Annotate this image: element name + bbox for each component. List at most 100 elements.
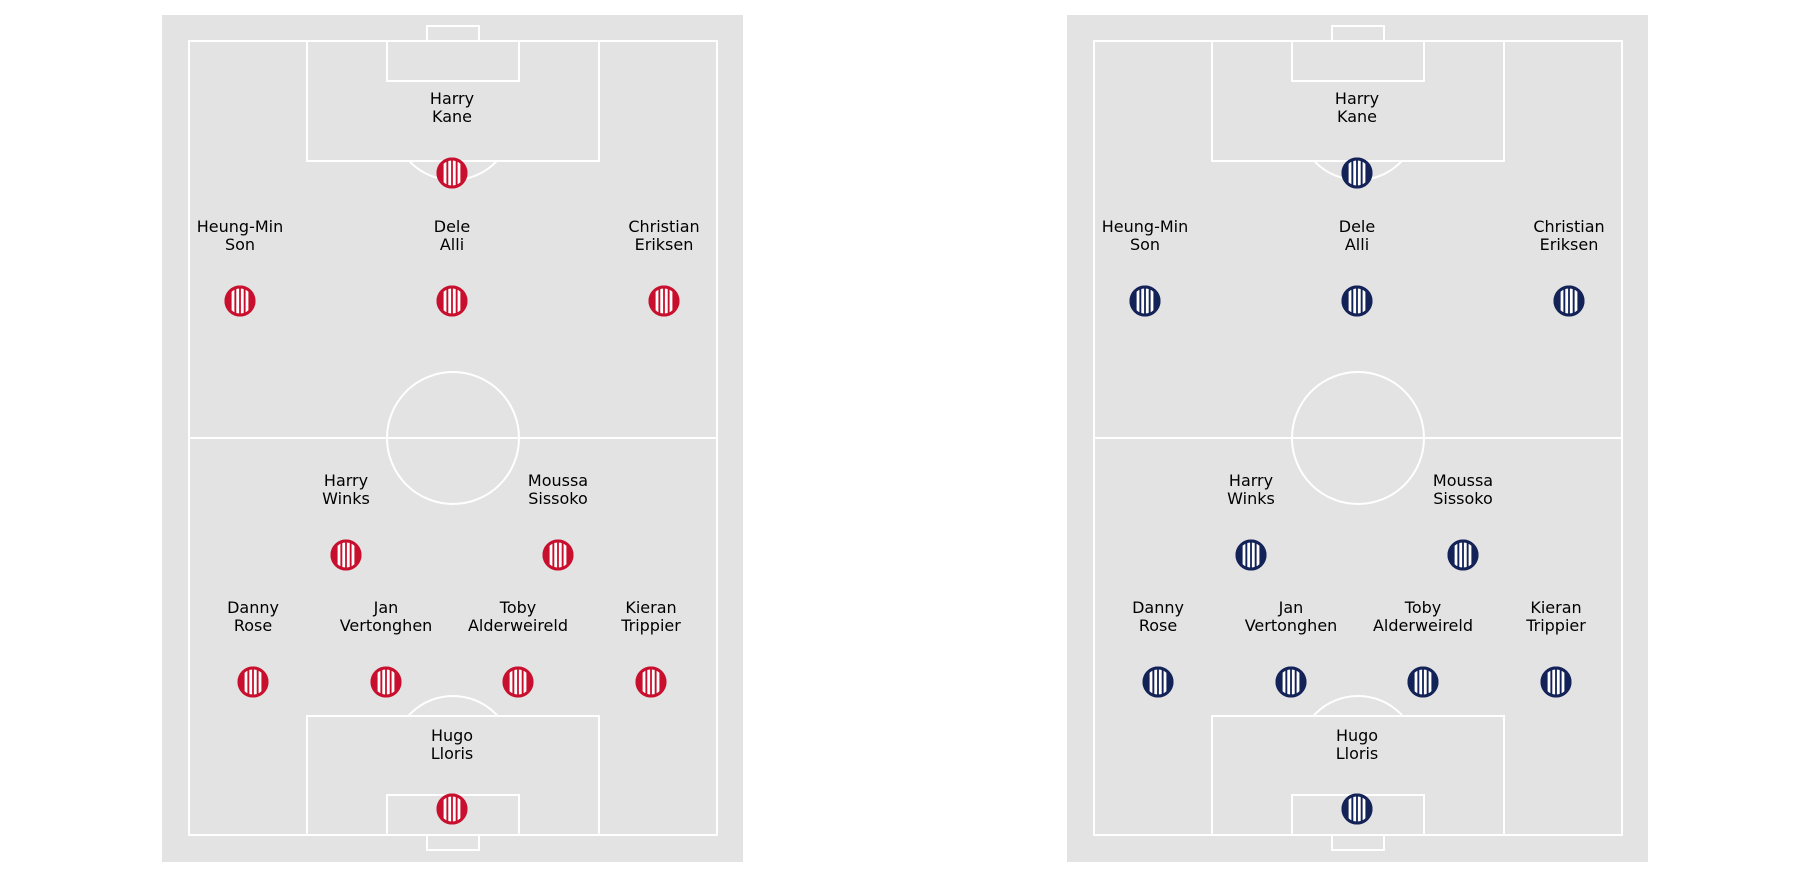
player-last-name: Vertonghen: [340, 616, 433, 635]
player-name-label: Christian Eriksen: [1533, 217, 1604, 254]
player-last-name: Rose: [1139, 616, 1177, 635]
kit-marker-icon: [1447, 539, 1479, 571]
player-last-name: Trippier: [1525, 616, 1586, 635]
player-last-name: Winks: [1227, 489, 1275, 508]
player: Harry Kane: [430, 89, 474, 189]
player-name-label: Moussa Sissoko: [528, 471, 588, 508]
player: Kieran Trippier: [620, 598, 681, 698]
player-last-name: Lloris: [431, 744, 474, 763]
player-name-label: Heung-Min Son: [1102, 217, 1188, 254]
kit-marker-icon: [436, 793, 468, 825]
kit-marker-icon: [370, 666, 402, 698]
player: Toby Alderweireld: [468, 598, 568, 698]
player: Toby Alderweireld: [1373, 598, 1473, 698]
player-first-name: Christian: [1533, 217, 1604, 236]
player: Hugo Lloris: [1336, 726, 1379, 825]
center-circle: [386, 371, 520, 505]
player-last-name: Eriksen: [1540, 235, 1599, 254]
player: Christian Eriksen: [1533, 217, 1605, 317]
player-first-name: Dele: [1339, 217, 1375, 236]
kit-marker-icon: [1553, 285, 1585, 317]
player-name-label: Danny Rose: [1132, 598, 1184, 635]
kit-marker-icon: [1275, 666, 1307, 698]
player-name-label: Heung-Min Son: [197, 217, 283, 254]
player-name-label: Dele Alli: [434, 217, 470, 254]
kit-marker-icon: [1142, 666, 1174, 698]
kit-marker-icon: [502, 666, 534, 698]
player-last-name: Sissoko: [528, 489, 588, 508]
player: Harry Winks: [322, 471, 370, 571]
player-name-label: Harry Winks: [322, 471, 370, 508]
kit-marker-icon: [1341, 285, 1373, 317]
player-first-name: Moussa: [528, 471, 588, 490]
player-name-label: Harry Kane: [1335, 89, 1379, 126]
player-name-label: Moussa Sissoko: [1433, 471, 1493, 508]
player-last-name: Son: [1130, 235, 1160, 254]
kit-marker-icon: [237, 666, 269, 698]
player-name-label: Kieran Trippier: [620, 598, 681, 635]
player-first-name: Heung-Min: [197, 217, 283, 236]
player-name-label: Toby Alderweireld: [468, 598, 568, 635]
player-last-name: Vertonghen: [1245, 616, 1338, 635]
player-name-label: Dele Alli: [1339, 217, 1375, 254]
player: Harry Winks: [1227, 471, 1275, 571]
player-first-name: Jan: [1278, 598, 1304, 617]
player: Hugo Lloris: [431, 726, 474, 825]
player-first-name: Kieran: [625, 598, 676, 617]
player-first-name: Christian: [628, 217, 699, 236]
center-circle: [1291, 371, 1425, 505]
player-first-name: Danny: [227, 598, 279, 617]
kit-marker-icon: [1407, 666, 1439, 698]
player-name-label: Danny Rose: [227, 598, 279, 635]
player-last-name: Winks: [322, 489, 370, 508]
player-last-name: Alli: [440, 235, 464, 254]
kit-marker-icon: [1235, 539, 1267, 571]
bottom-goal: [426, 834, 480, 851]
player-last-name: Trippier: [620, 616, 681, 635]
player-first-name: Hugo: [1336, 726, 1378, 745]
player-first-name: Dele: [434, 217, 470, 236]
player-last-name: Sissoko: [1433, 489, 1493, 508]
player-last-name: Alli: [1345, 235, 1369, 254]
kit-marker-icon: [1341, 157, 1373, 189]
player: Heung-Min Son: [197, 217, 283, 317]
player: Dele Alli: [434, 217, 470, 317]
pitch-left: Harry Kane Heung-Min Son Dele Alli Christian Er…: [162, 15, 743, 862]
bottom-penalty-arc: [1311, 695, 1405, 717]
player-first-name: Toby: [499, 598, 536, 617]
player: Harry Kane: [1335, 89, 1379, 189]
kit-marker-icon: [1129, 285, 1161, 317]
player: Danny Rose: [1132, 598, 1184, 698]
kit-marker-icon: [1540, 666, 1572, 698]
bottom-penalty-arc: [406, 695, 500, 717]
player-name-label: Harry Kane: [430, 89, 474, 126]
player-first-name: Harry: [430, 89, 474, 108]
player-last-name: Eriksen: [635, 235, 694, 254]
kit-marker-icon: [436, 285, 468, 317]
player-first-name: Moussa: [1433, 471, 1493, 490]
kit-marker-icon: [436, 157, 468, 189]
kit-marker-icon: [1341, 793, 1373, 825]
player-last-name: Rose: [234, 616, 272, 635]
player-first-name: Harry: [324, 471, 368, 490]
player: Heung-Min Son: [1102, 217, 1188, 317]
player-last-name: Kane: [1337, 107, 1377, 126]
player-first-name: Hugo: [431, 726, 473, 745]
player: Christian Eriksen: [628, 217, 700, 317]
kit-marker-icon: [542, 539, 574, 571]
top-goal: [426, 25, 480, 42]
player: Jan Vertonghen: [340, 598, 433, 698]
player-first-name: Heung-Min: [1102, 217, 1188, 236]
player-last-name: Son: [225, 235, 255, 254]
player: Danny Rose: [227, 598, 279, 698]
kit-marker-icon: [330, 539, 362, 571]
player-last-name: Lloris: [1336, 744, 1379, 763]
player-last-name: Alderweireld: [1373, 616, 1473, 635]
bottom-goal: [1331, 834, 1385, 851]
kit-marker-icon: [224, 285, 256, 317]
player-name-label: Harry Winks: [1227, 471, 1275, 508]
player-first-name: Harry: [1229, 471, 1273, 490]
player: Jan Vertonghen: [1245, 598, 1338, 698]
player-first-name: Harry: [1335, 89, 1379, 108]
